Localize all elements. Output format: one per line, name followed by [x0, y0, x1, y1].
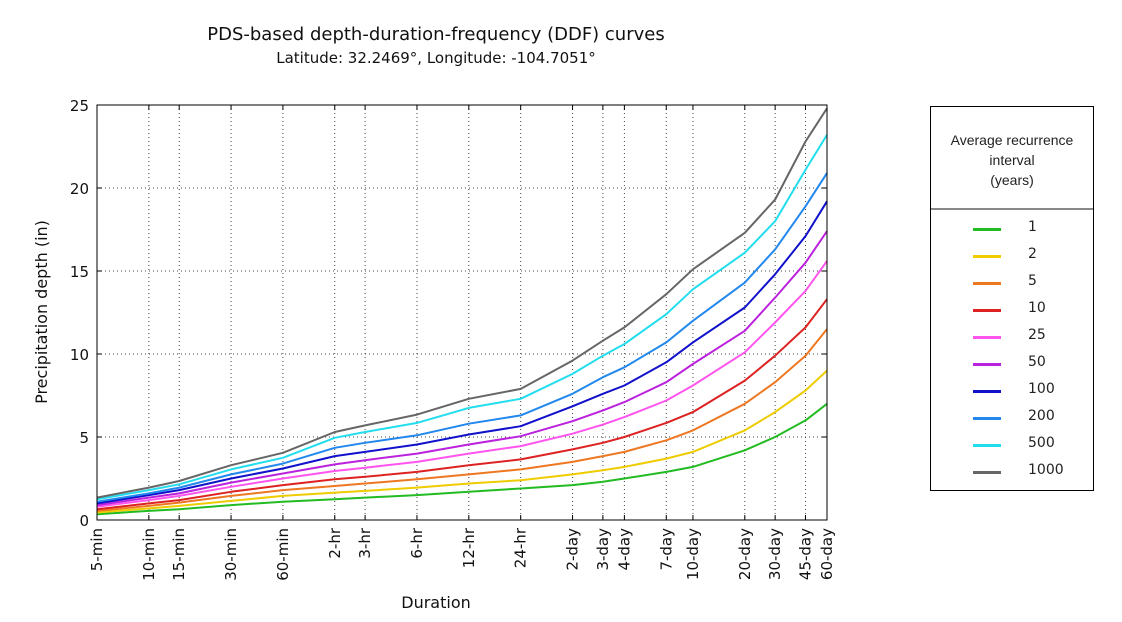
x-tick-label: 45-day — [796, 528, 814, 580]
chart-subtitle: Latitude: 32.2469°, Longitude: -104.7051… — [276, 49, 596, 67]
x-tick-label: 2-day — [564, 528, 582, 571]
x-axis-label: Duration — [401, 593, 471, 612]
legend-swatch — [973, 336, 1001, 339]
legend-item: 200 — [931, 406, 1093, 433]
series-line-500 — [96, 134, 828, 501]
legend-label: 100 — [1028, 381, 1055, 397]
legend-divider — [931, 208, 1093, 210]
plot-area — [96, 104, 828, 521]
legend-swatch — [973, 471, 1001, 474]
legend-label: 500 — [1028, 435, 1055, 451]
x-tick-label: 4-day — [615, 528, 633, 571]
axis-ticks: 5-min 10-min 15-min 30-min 60-min 2-hr 3-hr 6-h… — [70, 97, 836, 581]
x-tick-label: 7-day — [657, 528, 675, 571]
x-tick-label: 15-min — [170, 528, 188, 581]
x-tick-label: 10-min — [140, 528, 158, 581]
legend-label: 50 — [1028, 354, 1046, 370]
x-tick-label: 10-day — [684, 528, 702, 580]
legend-label: 1000 — [1028, 462, 1064, 478]
legend-label: 10 — [1028, 300, 1046, 316]
legend-swatch — [973, 444, 1001, 447]
x-tick-label: 20-day — [736, 528, 754, 580]
y-tick-label: 10 — [70, 346, 89, 364]
grid-lines — [97, 105, 827, 520]
legend: Average recurrence interval (years) 1 2 5 10 2… — [930, 106, 1094, 491]
legend-item: 10 — [931, 298, 1093, 325]
legend-item: 1000 — [931, 460, 1093, 487]
legend-title-line: (years) — [990, 172, 1034, 188]
legend-item: 5 — [931, 271, 1093, 298]
legend-label: 2 — [1028, 246, 1037, 262]
y-tick-label: 5 — [79, 429, 89, 447]
series-line-5 — [96, 328, 828, 512]
x-tick-label: 3-hr — [356, 527, 374, 558]
legend-item: 2 — [931, 244, 1093, 271]
x-tick-label: 60-day — [818, 528, 836, 580]
x-tick-label: 6-hr — [408, 527, 426, 558]
x-tick-label: 30-min — [222, 528, 240, 581]
series-line-25 — [96, 260, 828, 508]
x-tick-label: 12-hr — [460, 527, 478, 568]
x-tick-label: 24-hr — [512, 527, 530, 568]
y-axis-label: Precipitation depth (in) — [32, 220, 51, 404]
legend-title: Average recurrence interval (years) — [931, 130, 1093, 190]
legend-title-line: interval — [989, 152, 1035, 168]
x-tick-label: 30-day — [766, 528, 784, 580]
legend-swatch — [973, 255, 1001, 258]
legend-item: 1 — [931, 217, 1093, 244]
series-line-50 — [96, 230, 828, 507]
series-lines — [96, 107, 828, 516]
legend-label: 1 — [1028, 219, 1037, 235]
x-tick-label: 2-hr — [326, 527, 344, 558]
legend-swatch — [973, 309, 1001, 312]
legend-title-line: Average recurrence — [950, 132, 1074, 148]
legend-swatch — [973, 417, 1001, 420]
legend-item: 100 — [931, 379, 1093, 406]
series-line-1000 — [96, 107, 828, 499]
legend-swatch — [973, 363, 1001, 366]
legend-swatch — [973, 390, 1001, 393]
legend-list: 1 2 5 10 25 50 100 200 500 1000 — [931, 217, 1093, 487]
legend-item: 50 — [931, 352, 1093, 379]
legend-label: 200 — [1028, 408, 1055, 424]
series-line-2 — [96, 369, 828, 514]
chart-title: PDS-based depth-duration-frequency (DDF)… — [207, 24, 664, 45]
legend-swatch — [973, 282, 1001, 285]
x-tick-label: 60-min — [274, 528, 292, 581]
series-line-1 — [96, 403, 828, 516]
series-line-10 — [96, 298, 828, 511]
x-tick-label: 5-min — [88, 528, 106, 571]
legend-swatch — [973, 228, 1001, 231]
x-tick-label: 3-day — [594, 528, 612, 571]
legend-item: 500 — [931, 433, 1093, 460]
y-tick-label: 25 — [70, 97, 89, 115]
legend-label: 5 — [1028, 273, 1037, 289]
y-tick-label: 0 — [79, 512, 89, 530]
series-line-100 — [96, 200, 828, 505]
legend-item: 25 — [931, 325, 1093, 352]
y-tick-label: 20 — [70, 180, 89, 198]
series-line-200 — [96, 172, 828, 503]
legend-label: 25 — [1028, 327, 1046, 343]
y-tick-label: 15 — [70, 263, 89, 281]
